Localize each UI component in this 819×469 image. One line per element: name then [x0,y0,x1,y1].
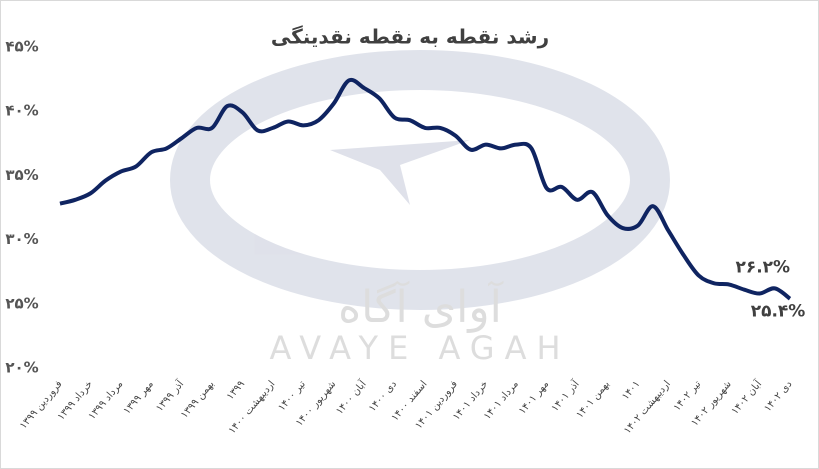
y-tick-label: ۲۵% [5,294,38,312]
y-tick-label: ۳۵% [5,166,38,184]
watermark-logo [170,50,670,310]
y-tick-label: ۴۰% [5,102,38,120]
watermark-text: AVAYE AGAH [269,329,570,367]
y-tick-label: ۴۵% [5,38,38,56]
chart-title: رشد نقطه به نقطه نقدینگی [271,25,549,49]
y-tick-label: ۳۰% [5,230,38,248]
data-line [59,77,792,301]
data-label: ۲۶.۲% [735,257,790,277]
data-label: ۲۵.۴% [751,302,806,322]
y-tick-label: ۲۰% [5,359,38,377]
watermark-text: آوای آگاه [338,280,504,333]
